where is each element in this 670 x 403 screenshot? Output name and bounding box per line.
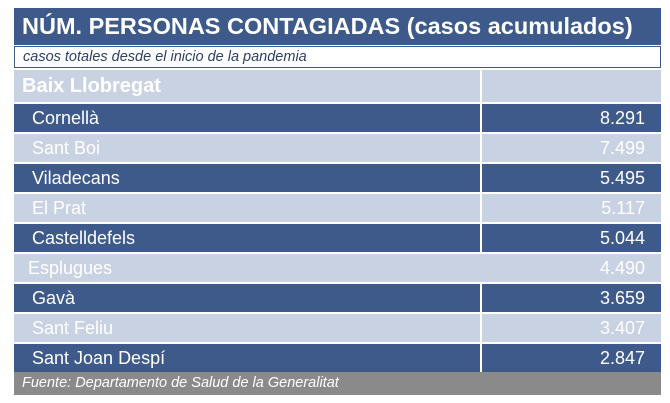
source-footer: Fuente: Departamento de Salud de la Gene… <box>14 372 661 395</box>
municipality-name: Sant Joan Despí <box>14 344 480 372</box>
municipality-name: Esplugues <box>14 254 661 282</box>
table-row: Esplugues 4.490 <box>14 254 661 282</box>
infographic-table: NÚM. PERSONAS CONTAGIADAS (casos acumula… <box>14 8 661 395</box>
region-header: Baix Llobregat <box>14 70 480 102</box>
municipality-name: Sant Boi <box>14 134 480 162</box>
municipality-name: Castelldefels <box>14 224 480 252</box>
case-count: 5.044 <box>482 224 661 252</box>
table-row: Sant Feliu 3.407 <box>14 314 661 342</box>
case-count: 8.291 <box>482 104 661 132</box>
table-subtitle: casos totales desde el inicio de la pand… <box>14 46 661 68</box>
municipality-name: Cornellà <box>14 104 480 132</box>
municipality-name: Viladecans <box>14 164 480 192</box>
municipality-name: El Prat <box>14 194 480 222</box>
table-row: Gavà 3.659 <box>14 284 661 312</box>
table-row: El Prat 5.117 <box>14 194 661 222</box>
case-count: 3.407 <box>482 314 661 342</box>
case-count: 5.495 <box>482 164 661 192</box>
municipality-name: Sant Feliu <box>14 314 480 342</box>
case-count: 2.847 <box>482 344 661 372</box>
case-count: 3.659 <box>482 284 661 312</box>
table-row: Cornellà 8.291 <box>14 104 661 132</box>
table-title: NÚM. PERSONAS CONTAGIADAS (casos acumula… <box>14 8 661 45</box>
case-count: 7.499 <box>482 134 661 162</box>
municipality-name: Gavà <box>14 284 480 312</box>
region-header-value-cell <box>482 70 661 102</box>
table-row: Castelldefels 5.044 <box>14 224 661 252</box>
table-row: Sant Boi 7.499 <box>14 134 661 162</box>
case-count: 4.490 <box>599 258 645 278</box>
case-count: 5.117 <box>482 194 661 222</box>
table-row: Viladecans 5.495 <box>14 164 661 192</box>
table-row: Sant Joan Despí 2.847 <box>14 344 661 372</box>
